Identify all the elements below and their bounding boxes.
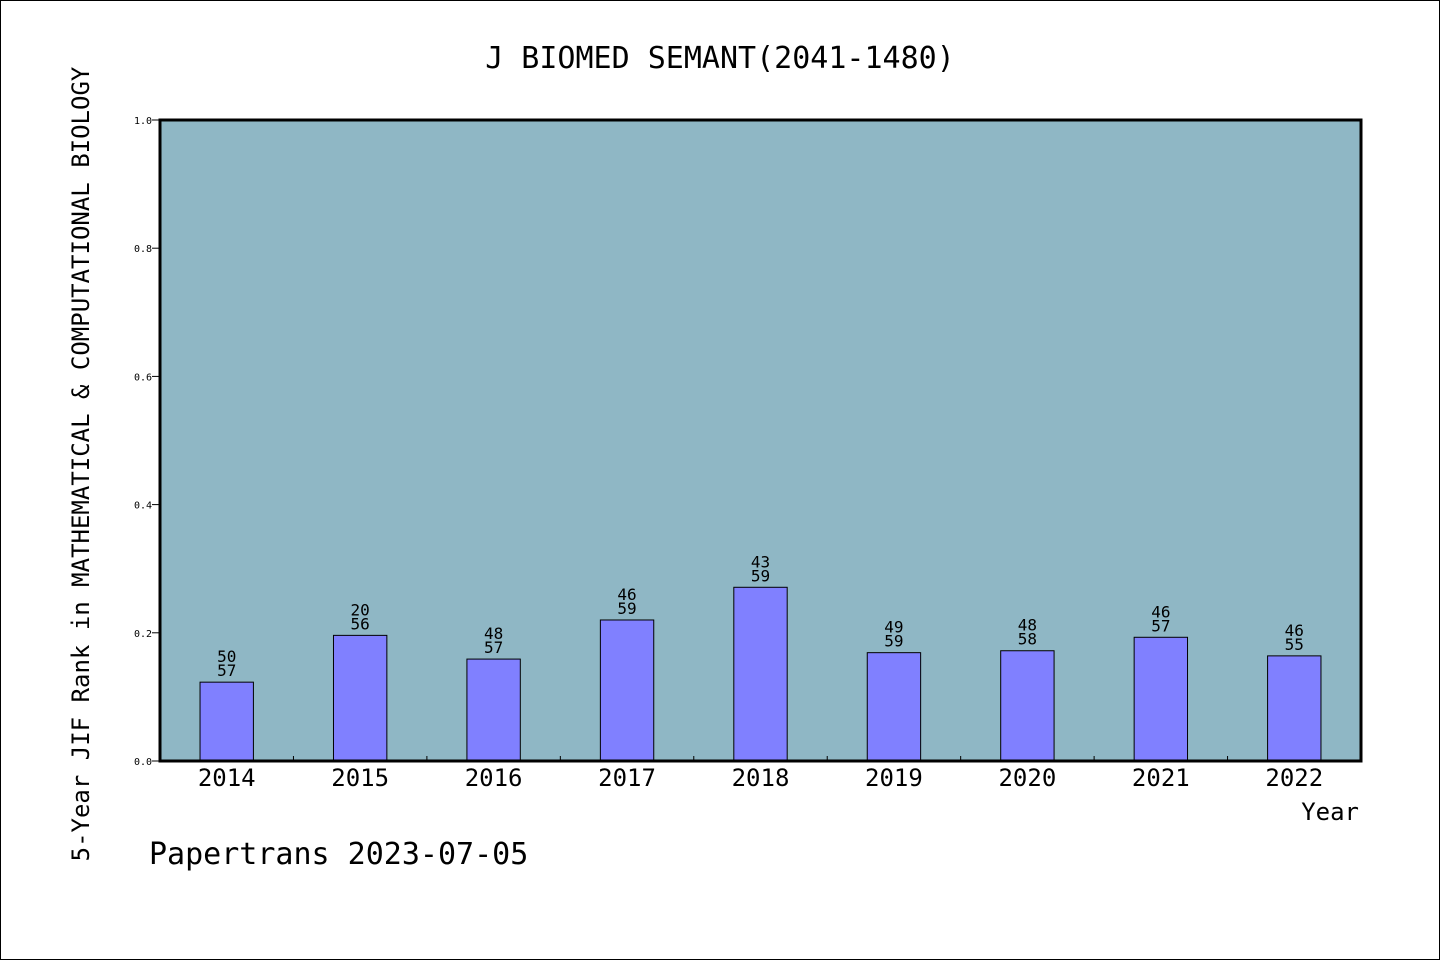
x-tick-label-2020: 2020 bbox=[998, 764, 1056, 792]
bar-2017 bbox=[599, 619, 655, 762]
y-tick-label: 0.0 bbox=[134, 757, 152, 768]
y-tick-label: 1.0 bbox=[134, 116, 152, 127]
y-tick-label: 0.8 bbox=[134, 244, 152, 255]
x-tick-label-2022: 2022 bbox=[1265, 764, 1323, 792]
x-tick-label-2016: 2016 bbox=[465, 764, 523, 792]
bar-2018 bbox=[733, 586, 788, 762]
x-tick-label-2015: 2015 bbox=[331, 764, 389, 792]
total-label-2014: 57 bbox=[217, 661, 236, 680]
total-label-2018: 59 bbox=[751, 566, 770, 585]
rank-label-2016: 48 bbox=[484, 624, 503, 643]
x-axis-label: Year bbox=[1301, 798, 1359, 826]
bar-2019 bbox=[866, 652, 922, 762]
rank-label-2019: 49 bbox=[884, 618, 903, 637]
y-axis-label: 5-Year JIF Rank in MATHEMATICAL & COMPUT… bbox=[67, 66, 95, 861]
x-tick-label-2018: 2018 bbox=[732, 764, 790, 792]
x-tick-label-2017: 2017 bbox=[598, 764, 656, 792]
y-axis-ticks: 0.0 0.2 0.4 0.6 0.8 1.0 bbox=[134, 116, 160, 768]
total-label-2015: 56 bbox=[351, 614, 370, 633]
plot-border bbox=[158, 118, 1363, 763]
x-tick-label-2019: 2019 bbox=[865, 764, 923, 792]
total-label-2017: 59 bbox=[617, 599, 636, 618]
total-label-2016: 57 bbox=[484, 638, 503, 657]
x-tick-label-2014: 2014 bbox=[198, 764, 256, 792]
bar-2020 bbox=[1000, 650, 1055, 762]
footer-credit: Papertrans 2023-07-05 bbox=[149, 837, 528, 872]
total-label-2020: 58 bbox=[1018, 630, 1037, 649]
rank-label-2022: 46 bbox=[1285, 621, 1304, 640]
rank-label-2021: 46 bbox=[1151, 602, 1170, 621]
bar-2022 bbox=[1267, 655, 1322, 762]
x-axis-ticks: 2014 2015 2016 2017 2018 2019 2020 2021 2022 bbox=[198, 756, 1323, 792]
bar-2015 bbox=[332, 634, 388, 762]
total-label-2022: 55 bbox=[1285, 635, 1304, 654]
rank-label-2015: 20 bbox=[351, 600, 370, 619]
rank-label-2020: 48 bbox=[1018, 616, 1037, 635]
chart-title: J BIOMED SEMANT(2041-1480) bbox=[485, 41, 955, 76]
total-label-2021: 57 bbox=[1151, 616, 1170, 635]
rank-label-2018: 43 bbox=[751, 552, 770, 571]
y-tick-label: 0.2 bbox=[134, 629, 152, 640]
rank-label-2017: 46 bbox=[617, 585, 636, 604]
y-tick-label: 0.6 bbox=[134, 372, 152, 383]
bar-2021 bbox=[1133, 636, 1189, 762]
x-tick-label-2021: 2021 bbox=[1132, 764, 1190, 792]
y-tick-label: 0.4 bbox=[134, 501, 152, 512]
bar-2014 bbox=[199, 681, 254, 762]
bars bbox=[199, 586, 1322, 762]
rank-label-2014: 50 bbox=[217, 647, 236, 666]
bar-2016 bbox=[466, 658, 521, 762]
total-label-2019: 59 bbox=[884, 632, 903, 651]
